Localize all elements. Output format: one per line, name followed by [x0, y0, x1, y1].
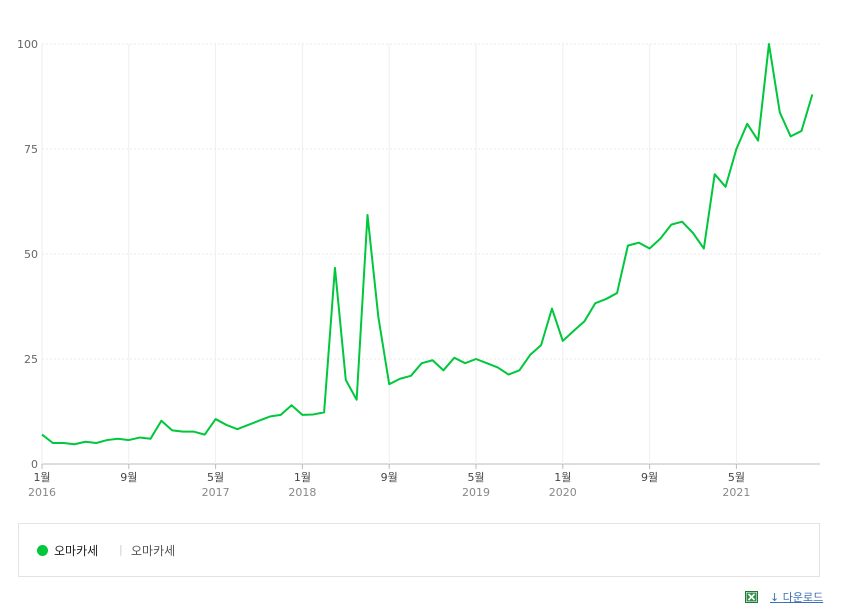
- y-tick-label: 75: [24, 143, 38, 156]
- x-tick-year-label: 2018: [288, 486, 316, 499]
- x-tick-year-label: 2019: [462, 486, 490, 499]
- x-axis-ticks: 1월 2016 9월 5월 2017 1월 2018 9월 5월 2019 1월 2020 9월 5월 20…: [28, 471, 750, 499]
- y-axis-ticks: 0 25 50 75 100: [17, 38, 38, 471]
- legend-term-label: 오마카세: [131, 544, 176, 558]
- x-tick-year-label: 2020: [549, 486, 577, 499]
- x-tick-label: 1월: [33, 471, 50, 484]
- y-tick-label: 25: [24, 353, 38, 366]
- x-tick-year-label: 2017: [202, 486, 230, 499]
- legend-series-label[interactable]: 오마카세: [54, 544, 99, 558]
- x-tick-year-label: 2021: [722, 486, 750, 499]
- legend-dot: [37, 545, 48, 556]
- x-tick-label: 1월: [294, 471, 311, 484]
- download-arrow-icon: ↓: [770, 591, 780, 604]
- y-tick-label: 100: [17, 38, 38, 51]
- excel-icon[interactable]: [745, 591, 758, 603]
- x-tick-year-label: 2016: [28, 486, 56, 499]
- x-tick-label: 5월: [728, 471, 745, 484]
- x-tick-label: 1월: [554, 471, 571, 484]
- x-tick-label: 9월: [641, 471, 658, 484]
- y-tick-label: 50: [24, 248, 38, 261]
- grid-lines: [41, 43, 820, 469]
- series-line[interactable]: [41, 43, 814, 446]
- series-layer: [41, 43, 814, 446]
- download-label: 다운로드: [782, 591, 824, 604]
- legend: 오마카세 | 오마카세: [18, 523, 820, 577]
- download-link[interactable]: ↓ 다운로드: [770, 589, 823, 605]
- x-tick-label: 9월: [120, 471, 137, 484]
- x-tick-label: 5월: [467, 471, 484, 484]
- y-tick-label: 0: [31, 458, 38, 471]
- x-tick-label: 5월: [207, 471, 224, 484]
- x-tick-label: 9월: [381, 471, 398, 484]
- legend-separator: |: [119, 543, 123, 556]
